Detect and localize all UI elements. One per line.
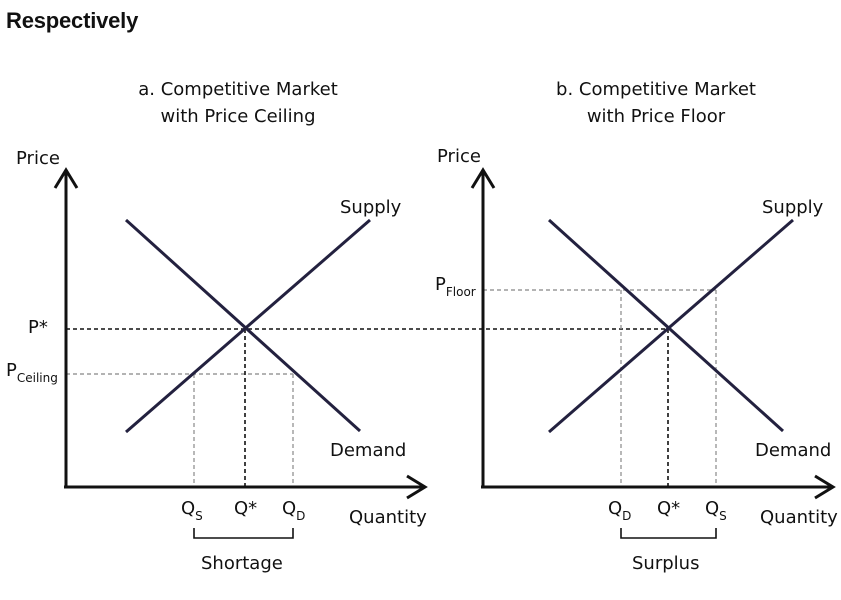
panel-a-qstar-label: Q*	[234, 498, 257, 519]
panel-a-x-axis-label: Quantity	[349, 507, 427, 528]
page-heading: Respectively	[6, 8, 139, 33]
panel-b-p-floor-main: P	[435, 274, 446, 295]
panel-b-title-line2: with Price Floor	[586, 106, 726, 127]
panel-b-y-arrowhead	[470, 167, 496, 189]
panel-b-p-floor-label: PFloor	[435, 274, 476, 299]
panel-b-x-arrowhead	[814, 474, 836, 500]
panel-b-y-axis-label: Price	[437, 146, 481, 167]
panel-a-qs-label: QS	[181, 498, 203, 523]
panel-a-shortage-label: Shortage	[201, 553, 283, 574]
panel-b-supply-label: Supply	[762, 197, 824, 218]
panel-a-demand-label: Demand	[330, 440, 406, 461]
panel-b-title: b. Competitive Market with Price Floor	[506, 76, 806, 130]
panel-a-qd-sub: D	[296, 509, 305, 523]
panel-a-qd-label: QD	[282, 498, 305, 523]
panel-b-p-floor-sub: Floor	[446, 285, 476, 299]
panel-a-p-star-label: P*	[28, 317, 48, 338]
panel-b-qs-label: QS	[705, 498, 727, 523]
panel-b-qs-sub: S	[719, 509, 727, 523]
panel-b-title-line1: b. Competitive Market	[556, 79, 756, 100]
panel-a-title-line2: with Price Ceiling	[160, 106, 316, 127]
panel-b-supply-curve	[548, 218, 794, 434]
panel-a-p-ceiling-label: PCeiling	[6, 360, 58, 385]
panel-a-qd-main: Q	[282, 498, 296, 519]
panel-b-qd-sub: D	[622, 509, 631, 523]
panel-b-qd-main: Q	[608, 498, 622, 519]
panel-a-qs-main: Q	[181, 498, 195, 519]
panel-a-x-arrowhead	[406, 474, 428, 500]
panel-a-p-ceiling-main: P	[6, 360, 17, 381]
panel-a-y-arrowhead	[53, 167, 79, 189]
panel-b-x-axis-label: Quantity	[760, 507, 838, 528]
panel-a-p-ceiling-sub: Ceiling	[17, 371, 58, 385]
panel-a-qs-sub: S	[195, 509, 203, 523]
panel-b: Price Supply Demand Quantity PFloor QD Q…	[435, 146, 838, 574]
panel-b-surplus-label: Surplus	[632, 553, 699, 574]
panel-b-demand-curve	[547, 218, 785, 433]
panel-a-title-line1: a. Competitive Market	[138, 79, 338, 100]
panel-a-shortage-bracket	[193, 528, 294, 539]
panel-b-surplus-bracket	[620, 528, 717, 539]
panel-a: Price Supply Demand Quantity P* PCeiling…	[6, 148, 428, 574]
panel-b-qstar-label: Q*	[657, 498, 680, 519]
panel-a-title: a. Competitive Market with Price Ceiling	[88, 76, 388, 130]
panel-b-demand-label: Demand	[755, 440, 831, 461]
panel-b-qd-label: QD	[608, 498, 631, 523]
panel-a-supply-curve	[125, 218, 371, 434]
panel-a-demand-curve	[124, 218, 362, 433]
panel-a-supply-label: Supply	[340, 197, 402, 218]
panel-a-y-axis-label: Price	[16, 148, 60, 169]
panel-b-qs-main: Q	[705, 498, 719, 519]
